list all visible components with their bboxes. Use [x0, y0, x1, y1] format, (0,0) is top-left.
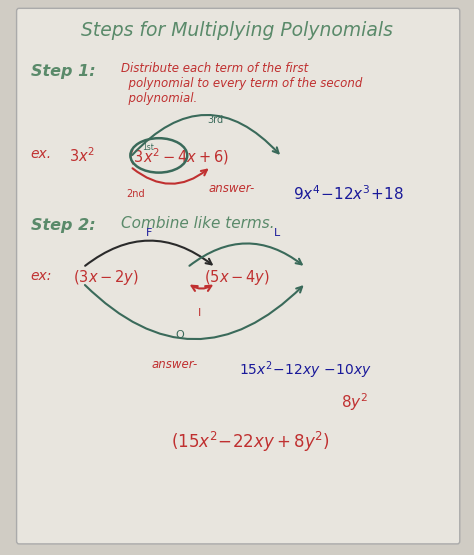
- Text: $(15x^2\!-\!22xy+8y^2)$: $(15x^2\!-\!22xy+8y^2)$: [171, 430, 329, 454]
- Text: 3rd: 3rd: [208, 115, 224, 125]
- Text: ex:: ex:: [31, 269, 52, 283]
- Text: L: L: [274, 228, 281, 238]
- Text: $(3x-2y)$: $(3x-2y)$: [73, 268, 139, 287]
- Text: 2nd: 2nd: [126, 189, 145, 199]
- Text: $(3x^2-4x+6)$: $(3x^2-4x+6)$: [128, 146, 229, 166]
- Text: $(5x-4y)$: $(5x-4y)$: [204, 268, 270, 287]
- FancyBboxPatch shape: [17, 8, 460, 544]
- Text: $8y^2$: $8y^2$: [341, 391, 368, 413]
- Text: $3x^2$: $3x^2$: [69, 146, 95, 165]
- Text: answer-: answer-: [152, 358, 198, 371]
- Text: answer-: answer-: [209, 182, 255, 195]
- Text: $9x^4\!-\!12x^3\!+\!18$: $9x^4\!-\!12x^3\!+\!18$: [293, 184, 404, 203]
- Text: I: I: [198, 308, 201, 318]
- Text: Distribute each term of the first
  polynomial to every term of the second
  pol: Distribute each term of the first polyno…: [121, 62, 362, 105]
- Text: 1st: 1st: [142, 143, 154, 152]
- Text: $15x^2\!-\!12xy\,-\!10xy$: $15x^2\!-\!12xy\,-\!10xy$: [239, 360, 373, 381]
- Text: Combine like terms.: Combine like terms.: [121, 216, 274, 231]
- Text: F: F: [146, 228, 153, 238]
- Text: Step 1:: Step 1:: [31, 64, 95, 79]
- Text: Step 2:: Step 2:: [31, 218, 95, 233]
- Text: ex.: ex.: [31, 147, 52, 161]
- Text: Steps for Multiplying Polynomials: Steps for Multiplying Polynomials: [81, 21, 393, 40]
- Text: O: O: [176, 330, 184, 340]
